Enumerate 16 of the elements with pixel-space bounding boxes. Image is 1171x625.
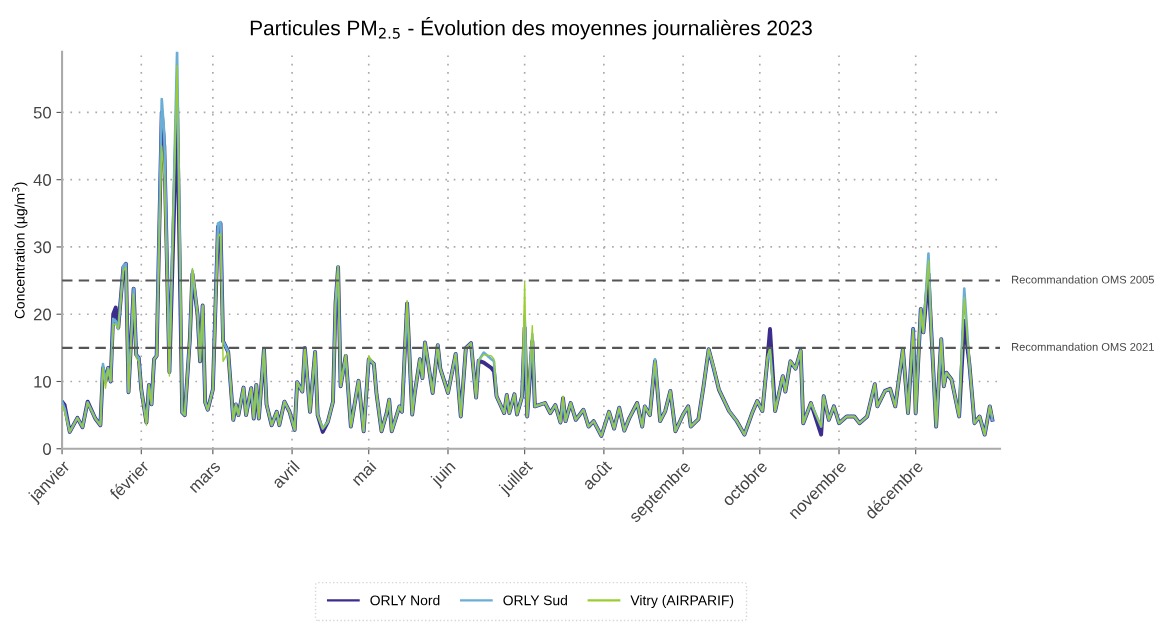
x-tick-label: mai xyxy=(350,459,377,487)
y-tick-label: 30 xyxy=(33,241,51,254)
y-tick-label: 20 xyxy=(33,308,51,321)
x-tick-label: juin xyxy=(429,459,459,489)
legend-label: ORLY Sud xyxy=(503,595,567,606)
y-axis-title: Concentration (µg/m$^{3}$) xyxy=(12,182,28,319)
ref-line-label: Recommandation OMS 2021 xyxy=(1012,342,1154,351)
y-tick-label: 50 xyxy=(33,106,51,119)
x-tick-label: avril xyxy=(270,459,300,489)
ref-line-label: Recommandation OMS 2005 xyxy=(1012,275,1154,284)
y-tick-label: 40 xyxy=(33,174,51,186)
legend-label: Vitry (AIRPARIF) xyxy=(630,595,734,609)
y-tick-label: 10 xyxy=(34,375,51,388)
chart-title: Particules PM$_{2.5}$ - Évolution des moyennes journalières 2023 xyxy=(250,17,812,40)
legend-label: ORLY Nord xyxy=(370,595,440,606)
y-tick-label: 0 xyxy=(43,443,51,455)
